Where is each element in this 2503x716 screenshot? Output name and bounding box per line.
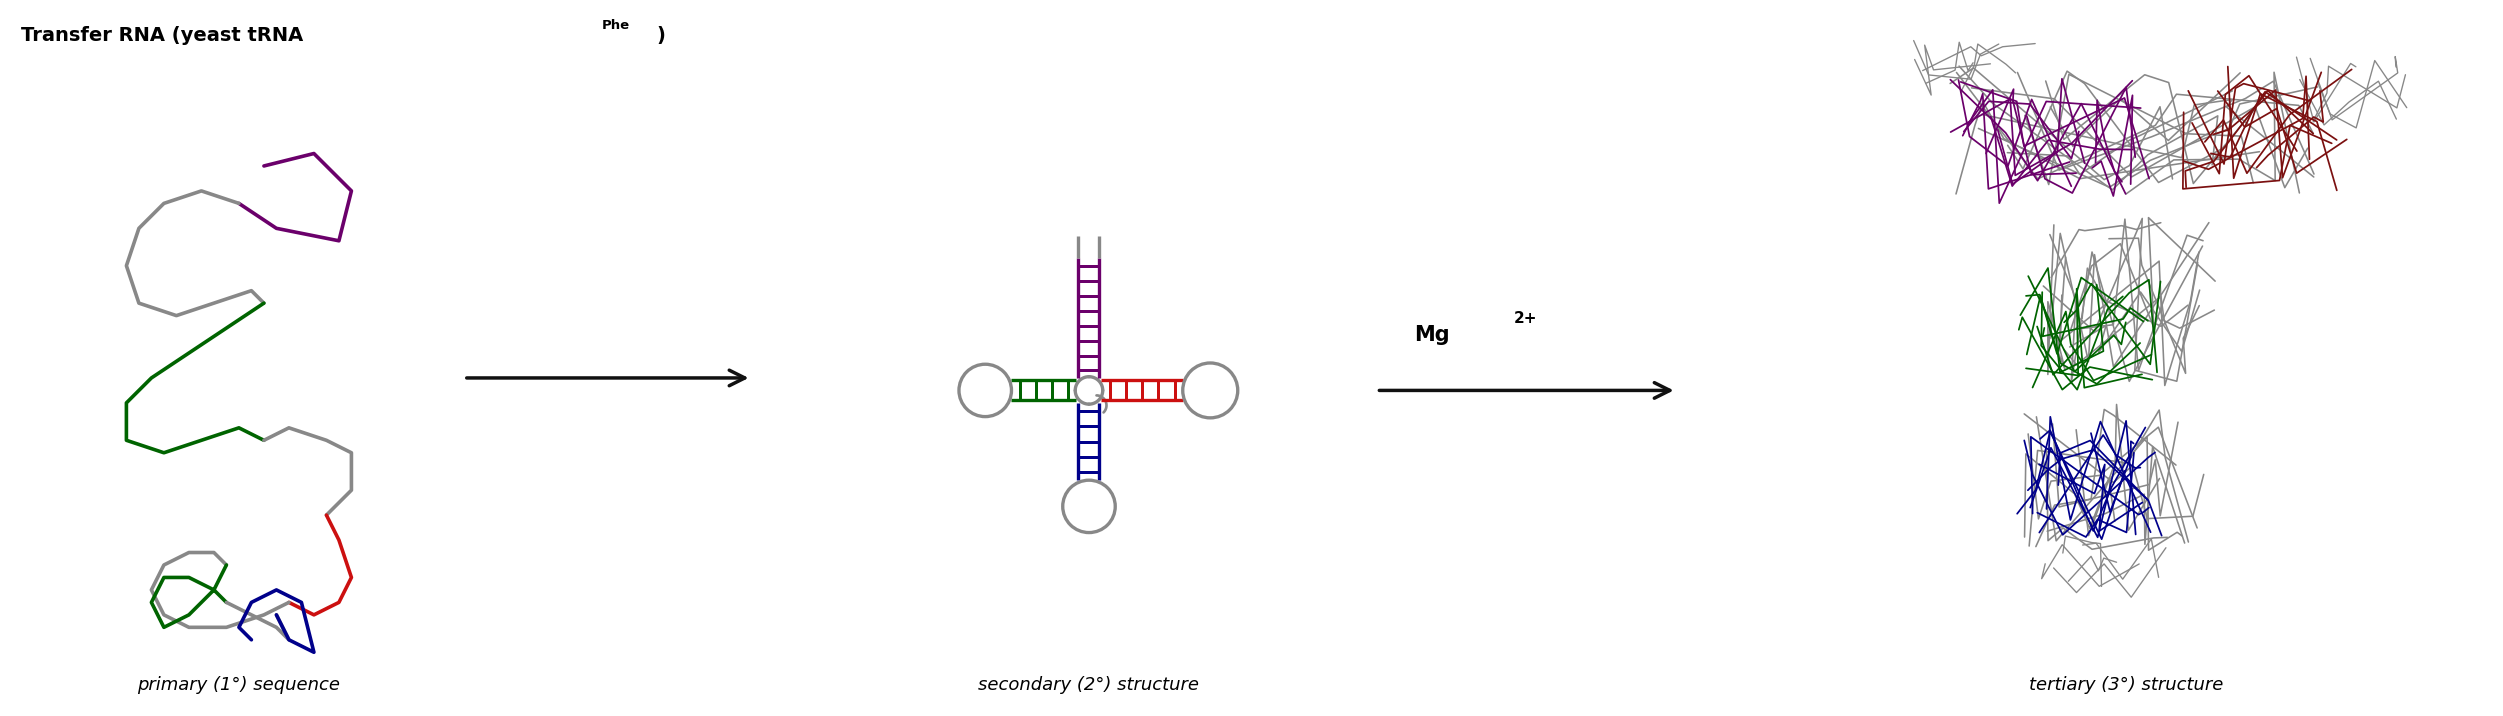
Text: tertiary (3°) structure: tertiary (3°) structure: [2030, 676, 2223, 694]
Text: secondary (2°) structure: secondary (2°) structure: [979, 676, 1199, 694]
Text: Transfer RNA (yeast tRNA: Transfer RNA (yeast tRNA: [23, 26, 303, 45]
Text: primary (1°) sequence: primary (1°) sequence: [138, 676, 340, 694]
Text: Mg: Mg: [1414, 324, 1449, 344]
Text: ): ): [656, 26, 666, 45]
Text: Phe: Phe: [601, 19, 631, 32]
Text: 2+: 2+: [1514, 311, 1537, 326]
